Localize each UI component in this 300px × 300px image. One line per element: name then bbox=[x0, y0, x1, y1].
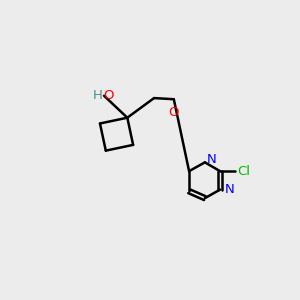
Text: O: O bbox=[103, 89, 113, 102]
Text: N: N bbox=[225, 183, 235, 196]
Text: N: N bbox=[207, 153, 217, 166]
Text: H: H bbox=[93, 89, 103, 102]
Text: O: O bbox=[169, 106, 179, 119]
Text: Cl: Cl bbox=[238, 165, 250, 178]
